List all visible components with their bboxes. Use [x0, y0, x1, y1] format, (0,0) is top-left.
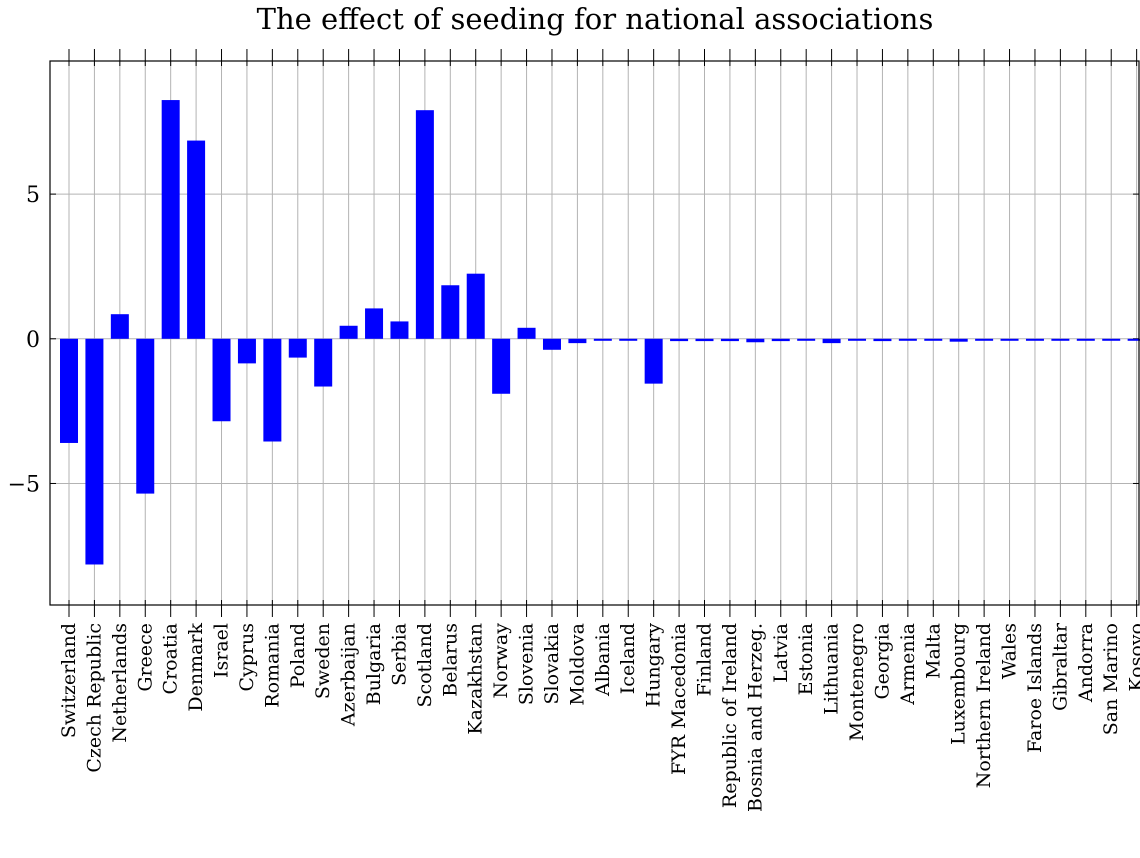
bar: [1025, 338, 1044, 341]
x-tick-label: Faroe Islands: [1024, 623, 1046, 753]
bar: [339, 325, 358, 339]
x-tick-label: Estonia: [795, 623, 817, 695]
x-tick-label: Malta: [922, 623, 944, 679]
x-tick-label: Switzerland: [58, 623, 80, 738]
x-tick-label: Greece: [134, 623, 156, 692]
x-tick-label: Serbia: [388, 623, 410, 686]
x-tick-label: Armenia: [897, 623, 919, 706]
bar: [517, 327, 536, 339]
bar: [568, 338, 587, 344]
bar: [212, 338, 231, 422]
x-tick-label: Republic of Ireland: [719, 623, 741, 808]
bar: [873, 338, 892, 342]
x-tick-label: Andorra: [1075, 623, 1097, 703]
bar: [365, 308, 384, 339]
x-tick-label: Kosovo: [1126, 623, 1140, 692]
y-tick-label: −5: [8, 472, 40, 497]
bar: [466, 273, 485, 339]
y-tick-label: 0: [26, 328, 40, 353]
x-tick-label: Gibraltar: [1049, 622, 1071, 711]
plot-frame: [49, 60, 1140, 606]
x-tick-label: Montenegro: [846, 623, 868, 741]
x-tick-label: Moldova: [566, 623, 588, 706]
bar: [1076, 338, 1095, 341]
bar: [1127, 338, 1140, 341]
x-tick-label: Belarus: [439, 623, 461, 697]
bar: [593, 338, 612, 341]
bar: [263, 338, 282, 442]
bar: [161, 100, 180, 339]
bar: [237, 338, 256, 364]
bar: [695, 338, 714, 342]
x-tick-label: Netherlands: [109, 623, 131, 743]
bar: [720, 338, 739, 342]
bar: [924, 338, 943, 341]
bar: [1051, 338, 1070, 341]
bar: [187, 140, 206, 339]
bar: [390, 321, 409, 339]
x-tick-label: Croatia: [160, 623, 182, 694]
bar: [85, 338, 104, 565]
bar: [822, 338, 841, 344]
bar: [771, 338, 790, 342]
bar: [136, 338, 155, 494]
x-tick-label: San Marino: [1100, 623, 1122, 735]
x-tick-label: Georgia: [871, 623, 893, 700]
x-tick-label: Scotland: [414, 623, 436, 708]
y-tick-label: 5: [26, 183, 40, 208]
x-tick-label: Latvia: [770, 623, 792, 683]
bar: [1102, 338, 1121, 341]
bar: [898, 338, 917, 341]
bar: [746, 338, 765, 343]
x-tick-label: Bosnia and Herzeg.: [744, 623, 766, 812]
x-tick-label: Kazakhstan: [465, 623, 487, 735]
chart-title: The effect of seeding for national assoc…: [256, 2, 934, 36]
bar: [288, 338, 307, 358]
x-tick-label: Romania: [261, 623, 283, 708]
x-tick-label: Wales: [999, 623, 1021, 679]
bar: [110, 314, 129, 339]
x-tick-label: Norway: [490, 623, 512, 699]
x-tick-label: Sweden: [312, 623, 334, 699]
x-tick-label: Hungary: [643, 623, 665, 708]
bar: [1000, 338, 1019, 341]
bar: [975, 338, 994, 341]
bar: [441, 285, 460, 339]
bar: [492, 338, 511, 394]
x-tick-label: Slovakia: [541, 623, 563, 705]
bar: [542, 338, 561, 350]
x-tick-label: Northern Ireland: [973, 623, 995, 788]
x-tick-label: Poland: [287, 623, 309, 688]
x-tick-label: Albania: [592, 623, 614, 697]
x-tick-label: Bulgaria: [363, 623, 385, 705]
bar: [797, 338, 816, 341]
bar: [60, 338, 78, 443]
x-tick-label: Israel: [211, 623, 233, 678]
bar: [415, 110, 434, 339]
x-tick-label: Czech Republic: [83, 623, 105, 773]
bar: [619, 338, 638, 341]
bar: [644, 338, 663, 384]
bar: [314, 338, 333, 387]
x-tick-label: Slovenia: [516, 623, 538, 705]
x-tick-label: Azerbaijan: [338, 623, 360, 727]
x-tick-label: FYR Macedonia: [668, 623, 690, 775]
bar: [670, 338, 689, 342]
x-tick-label: Cyprus: [236, 623, 258, 692]
x-tick-label: Finland: [694, 623, 716, 696]
x-tick-label: Iceland: [617, 623, 639, 694]
x-tick-label: Lithuania: [821, 623, 843, 715]
bar: [949, 338, 968, 342]
x-tick-label: Luxembourg: [948, 623, 970, 745]
bar: [848, 338, 867, 341]
x-tick-label: Denmark: [185, 623, 207, 712]
